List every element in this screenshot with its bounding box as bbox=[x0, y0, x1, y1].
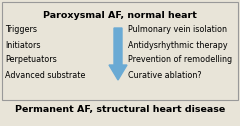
Text: Paroxysmal AF, normal heart: Paroxysmal AF, normal heart bbox=[43, 11, 197, 20]
FancyBboxPatch shape bbox=[2, 2, 238, 100]
Text: Triggers: Triggers bbox=[5, 25, 37, 35]
Text: Antidysrhythmic therapy: Antidysrhythmic therapy bbox=[128, 40, 228, 50]
Text: Curative ablation?: Curative ablation? bbox=[128, 71, 202, 80]
Text: Perpetuators: Perpetuators bbox=[5, 55, 57, 65]
Text: Prevention of remodelling: Prevention of remodelling bbox=[128, 55, 232, 65]
FancyArrow shape bbox=[109, 28, 127, 80]
Text: Advanced substrate: Advanced substrate bbox=[5, 71, 85, 80]
Text: Pulmonary vein isolation: Pulmonary vein isolation bbox=[128, 25, 227, 35]
Text: Initiators: Initiators bbox=[5, 40, 41, 50]
Text: Permanent AF, structural heart disease: Permanent AF, structural heart disease bbox=[15, 105, 225, 114]
